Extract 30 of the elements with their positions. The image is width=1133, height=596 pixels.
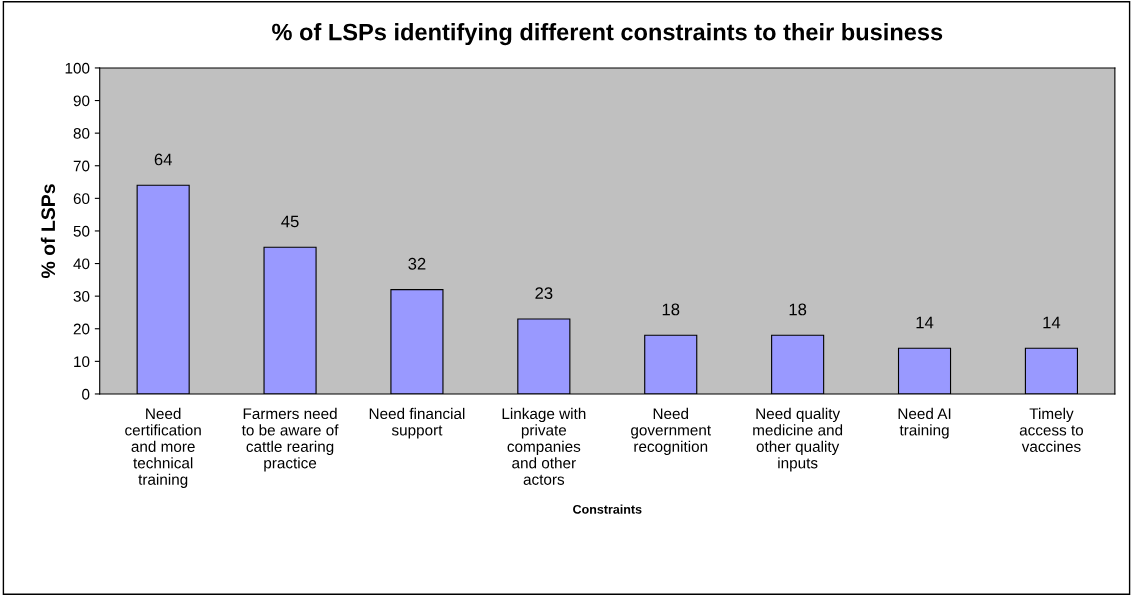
y-tick-label: 90	[73, 95, 90, 107]
x-tick-label: Need certification and more technical training	[125, 407, 201, 488]
y-tick-label: 0	[82, 388, 90, 400]
y-tick-label: 40	[73, 258, 90, 270]
y-tick-label: 20	[73, 323, 90, 335]
y-tick-label: 70	[73, 160, 90, 172]
chart-title: % of LSPs identifying different constraints to their business	[272, 23, 943, 46]
data-label: 32	[408, 257, 426, 270]
x-tick-label: Farmers need to be aware of cattle rearing practice	[241, 407, 339, 472]
y-tick-label: 60	[73, 193, 90, 205]
y-tick-label: 100	[65, 62, 90, 74]
data-label: 18	[662, 303, 680, 316]
x-tick-label: Need quality medicine and other quality inputs	[753, 407, 843, 472]
data-label: 14	[916, 316, 934, 329]
x-tick-label: Need financial support	[369, 407, 465, 439]
data-label: 18	[789, 303, 807, 316]
x-tick-label: Need government recognition	[631, 407, 711, 455]
data-label: 14	[1043, 316, 1061, 329]
y-axis-title: % of LSPs	[40, 184, 56, 278]
x-tick-label: Timely access to vaccines	[1019, 407, 1084, 452]
data-label: 45	[281, 215, 299, 228]
y-tick-label: 10	[74, 356, 90, 368]
y-tick-label: 30	[73, 291, 90, 302]
x-tick-label: Need AI training	[898, 407, 951, 439]
y-tick-label: 50	[73, 225, 90, 237]
x-tick-label: Linkage with private companies and other actors	[502, 407, 586, 485]
data-label: 23	[535, 287, 553, 300]
y-tick-label: 80	[73, 128, 90, 139]
x-axis-title: Constraints	[573, 504, 642, 514]
data-label: 64	[154, 153, 172, 166]
